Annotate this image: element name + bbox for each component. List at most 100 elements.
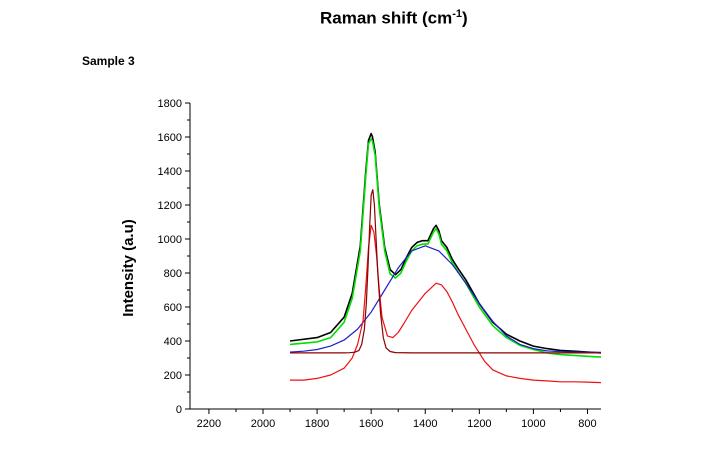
data-point-darkred [411,352,412,353]
data-point-blue [425,245,426,246]
data-point-green [600,357,601,358]
data-point-black [546,348,547,349]
data-point-darkred [364,329,365,330]
data-point-green [390,273,391,274]
data-point-green [422,244,423,245]
data-point-darkred [452,352,453,353]
data-point-blue [546,350,547,351]
series-line-black [289,132,602,354]
data-point-darkred [367,269,368,270]
data-point-red [425,293,426,294]
data-point-green [289,344,290,345]
series-line-red [290,224,602,384]
data-point-red [373,232,374,233]
series-line-darkred [290,189,601,354]
data-point-black [446,247,447,248]
data-point-green [452,262,453,263]
data-point-green [365,176,366,177]
data-point-darkred [600,352,601,353]
data-point-blue [479,303,480,304]
y-tick-label: 600 [164,302,182,314]
data-point-black [427,240,428,241]
data-point-red [419,300,420,301]
data-point-green [379,208,380,209]
data-point-red [441,284,442,285]
data-point-red [473,344,474,345]
data-point-green [427,244,428,245]
series-group [289,132,602,384]
data-point-red [452,301,453,302]
data-point-darkred [289,352,290,353]
data-point-blue [519,344,520,345]
data-point-darkred [375,237,376,238]
data-point-green [560,354,561,355]
data-point-black [330,332,331,333]
data-point-blue [303,351,304,352]
data-point-darkred [374,204,375,205]
y-tick-label: 400 [164,336,182,348]
y-axis-label: Intensity (a.u) [120,219,137,317]
data-point-red [403,323,404,324]
data-point-black [438,230,439,231]
data-point-blue [317,349,318,350]
data-point-blue [384,289,385,290]
data-point-blue [560,351,561,352]
x-tick-label: 1200 [467,418,491,430]
data-point-black [433,228,434,229]
data-point-green [375,155,376,156]
data-point-green [395,278,396,279]
data-point-red [387,335,388,336]
data-point-blue [506,335,507,336]
series-line-green [289,137,602,358]
data-point-red [317,378,318,379]
data-point-darkred [560,352,561,353]
data-point-red [573,381,574,382]
data-point-green [417,245,418,246]
data-point-black [422,240,423,241]
data-point-red [533,380,534,381]
data-point-red [411,310,412,311]
x-tick-label: 2200 [197,418,221,430]
data-point-green [368,143,369,144]
data-point-black [344,317,345,318]
data-point-red [289,380,290,381]
data-point-black [395,274,396,275]
x-tick-label: 1800 [305,418,329,430]
x-tick-label: 1000 [521,418,545,430]
y-tick-label: 1800 [158,98,182,110]
data-point-green [479,306,480,307]
data-point-black [368,140,369,141]
data-point-black [289,340,290,341]
data-point-black [560,350,561,351]
data-point-blue [492,321,493,322]
data-point-green [372,141,373,142]
series-line-blue [289,245,602,353]
y-tick-label: 1000 [158,234,182,246]
data-point-black [519,340,520,341]
data-point-red [519,378,520,379]
data-point-darkred [344,352,345,353]
data-point-darkred [390,351,391,352]
data-point-green [352,298,353,299]
data-point-blue [438,250,439,251]
data-point-blue [330,346,331,347]
title-superscript: -1 [452,8,463,20]
y-tick-label: 1600 [158,132,182,144]
data-point-green [330,337,331,338]
data-point-black [465,279,466,280]
data-point-blue [533,348,534,349]
data-point-green [438,233,439,234]
data-point-red [352,357,353,358]
data-point-blue [465,283,466,284]
data-point-red [344,368,345,369]
axes: 0 200 400 600 800 1000 1200 1400 1600 1800 2200 200… [158,98,601,430]
data-point-black [417,242,418,243]
data-point-red [587,382,588,383]
data-point-red [430,288,431,289]
data-point-red [492,369,493,370]
data-point-red [506,375,507,376]
data-point-darkred [369,230,370,231]
x-tick-label: 800 [578,418,596,430]
data-point-darkred [377,274,378,275]
data-point-red [560,381,561,382]
